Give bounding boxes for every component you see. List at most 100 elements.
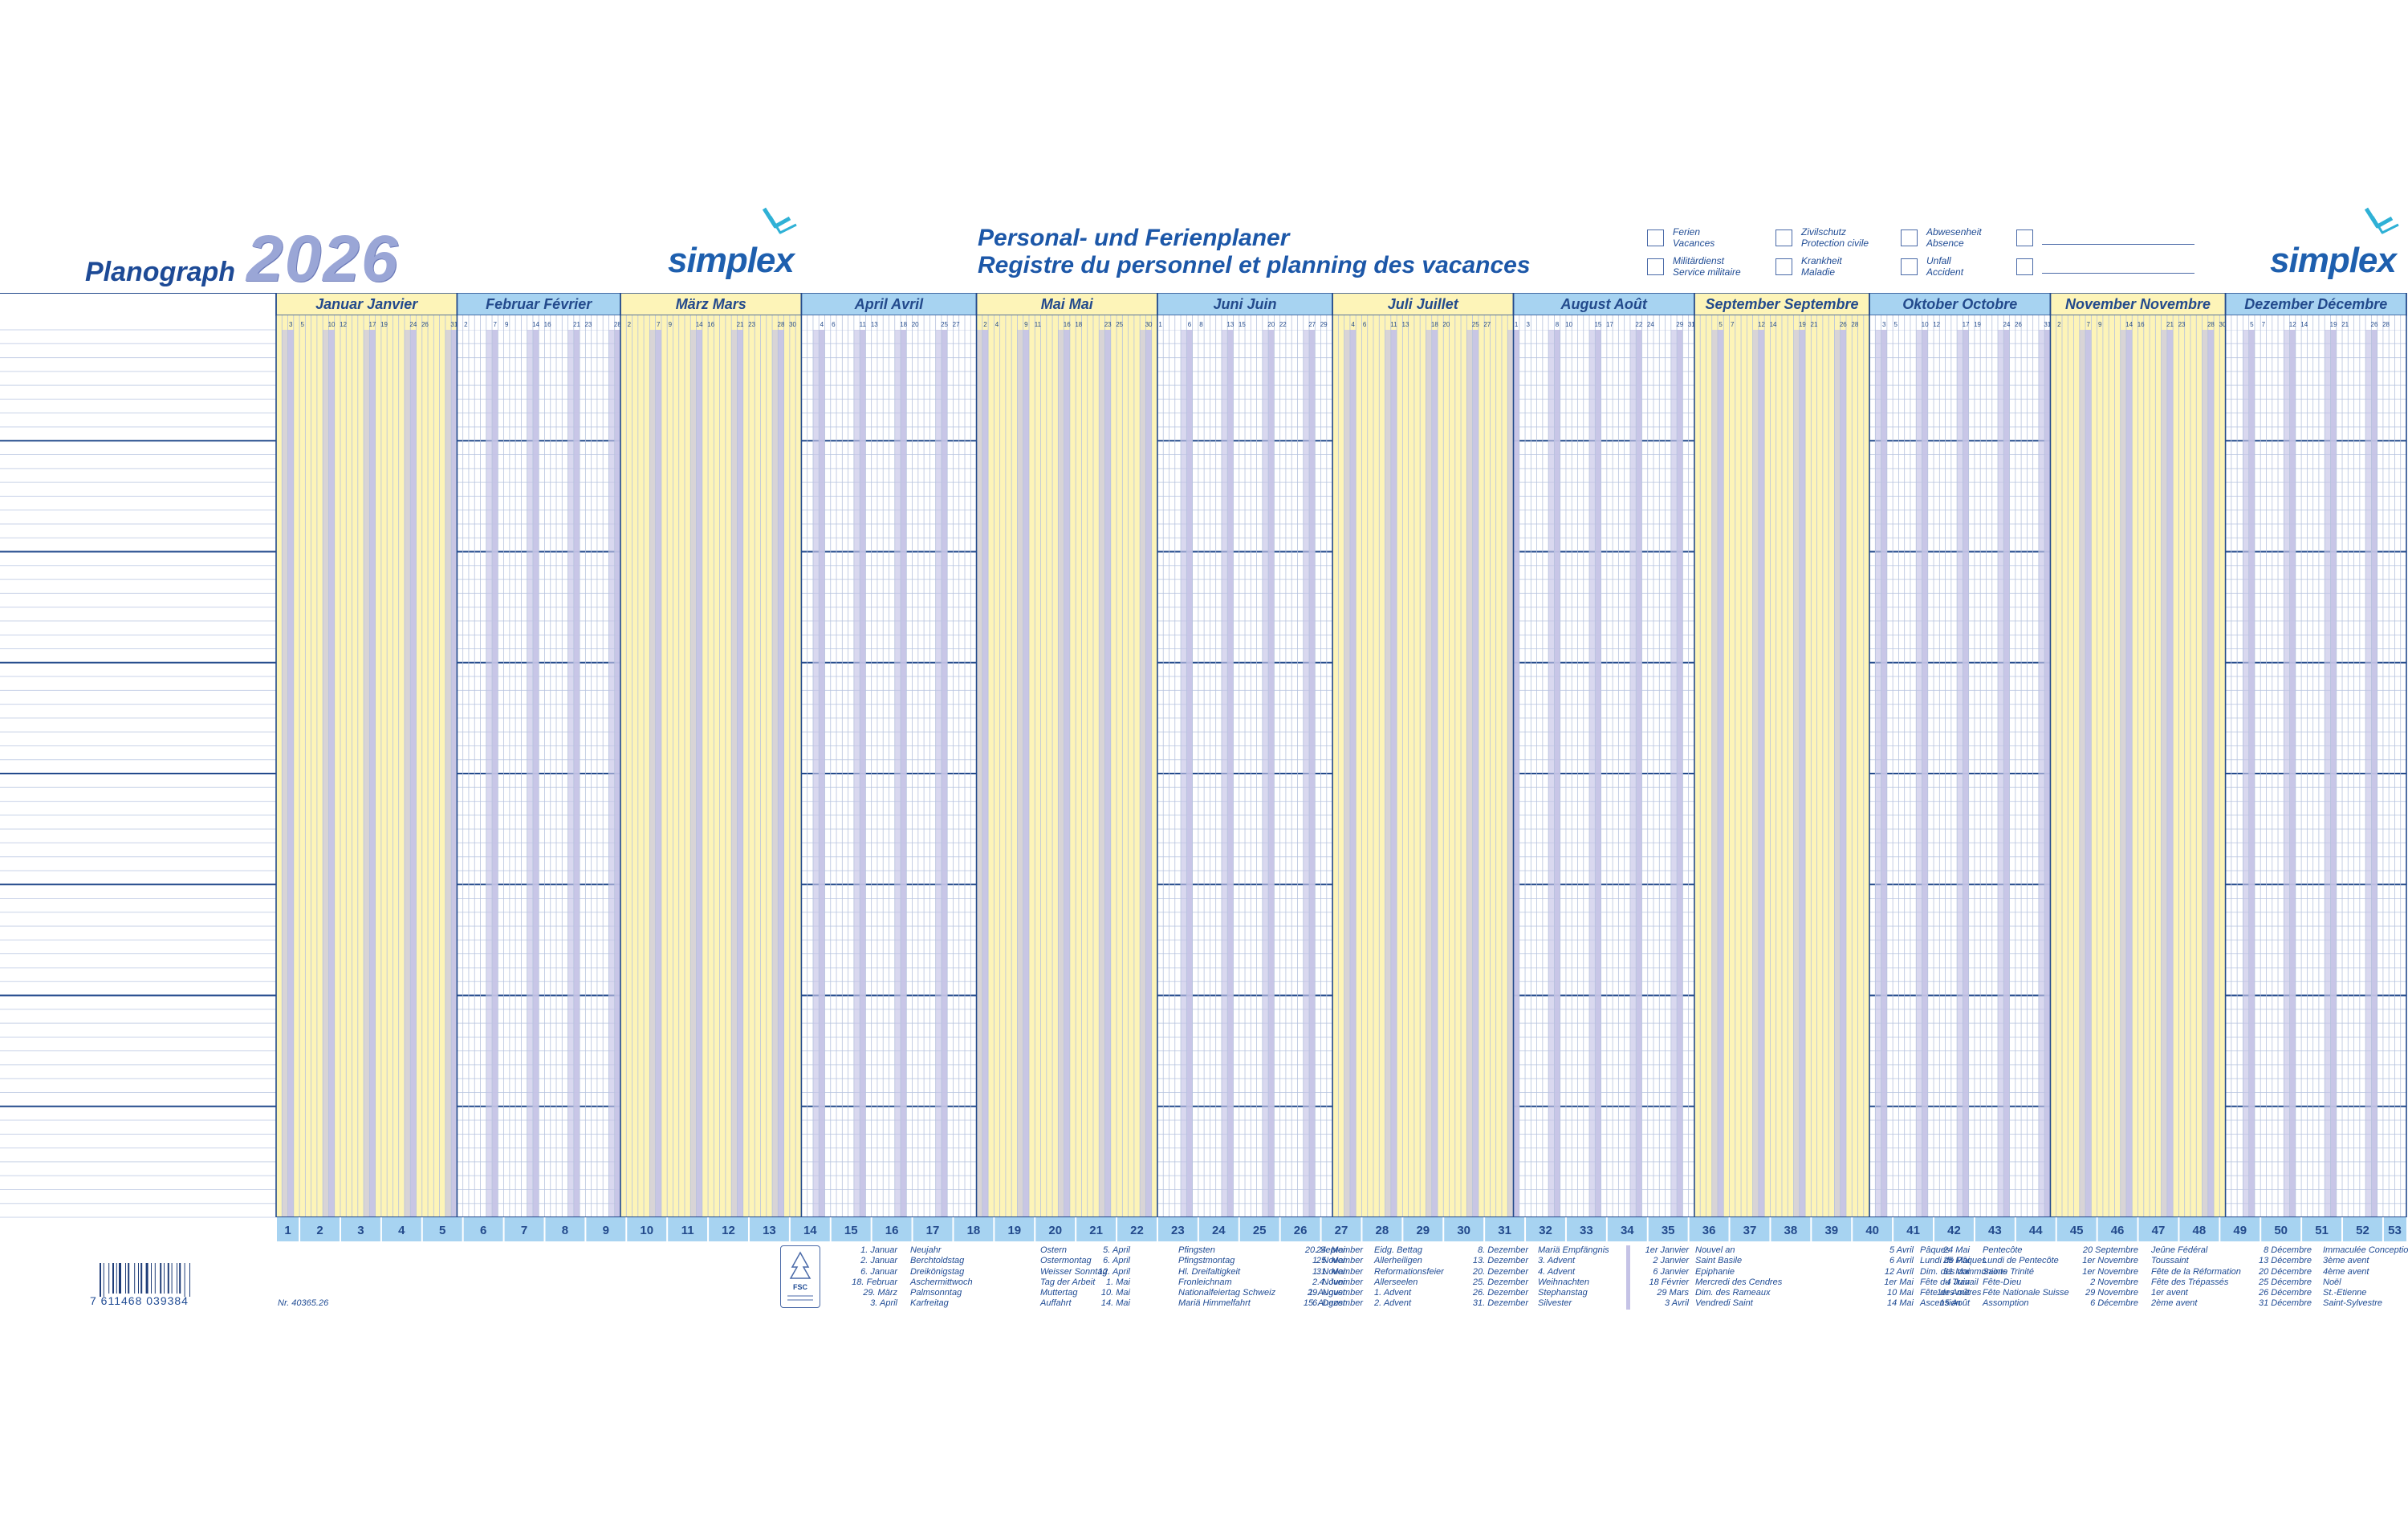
week-number: 47 bbox=[2152, 1224, 2166, 1237]
weekend-column bbox=[527, 330, 533, 1217]
day-number: 31 bbox=[2044, 321, 2051, 328]
legend-checkbox[interactable] bbox=[1901, 229, 1918, 246]
day-number: 1 bbox=[1158, 321, 1162, 328]
day-number: 24 bbox=[2003, 321, 2010, 328]
day-number: 2 bbox=[2057, 321, 2061, 328]
weekend-column bbox=[2289, 330, 2296, 1217]
week-number: 52 bbox=[2356, 1224, 2369, 1237]
week-number: 25 bbox=[1253, 1224, 1267, 1237]
day-number: 23 bbox=[585, 321, 592, 328]
legend-checkbox[interactable] bbox=[1901, 258, 1918, 275]
week-number: 33 bbox=[1580, 1224, 1593, 1237]
week-number: 34 bbox=[1621, 1224, 1634, 1237]
barcode-bar bbox=[179, 1263, 181, 1294]
holiday-dates-fr: 20 Septembre 1er Novembre 1er Novembre 2… bbox=[2082, 1245, 2138, 1309]
day-number: 11 bbox=[1035, 321, 1042, 328]
week-number: 7 bbox=[521, 1224, 527, 1237]
day-number: 29 bbox=[1676, 321, 1683, 328]
barcode-bar bbox=[164, 1263, 165, 1294]
legend-checkbox[interactable] bbox=[1775, 258, 1792, 275]
day-number: 21 bbox=[2166, 321, 2174, 328]
weekend-column bbox=[1309, 330, 1316, 1217]
barcode-bar bbox=[189, 1263, 190, 1297]
weekend-column bbox=[1595, 330, 1601, 1217]
day-number: 20 bbox=[1442, 321, 1450, 328]
day-number: 13 bbox=[1402, 321, 1409, 328]
month-label: Dezember Décembre bbox=[2244, 296, 2387, 312]
day-number: 17 bbox=[369, 321, 376, 328]
weekend-column bbox=[328, 330, 335, 1217]
day-number: 23 bbox=[1104, 321, 1112, 328]
week-number: 40 bbox=[1865, 1224, 1879, 1237]
weekend-column bbox=[1426, 330, 1432, 1217]
day-number: 26 bbox=[421, 321, 429, 328]
weekend-column bbox=[614, 330, 621, 1217]
day-number: 28 bbox=[614, 321, 621, 328]
legend-checkbox[interactable] bbox=[1647, 258, 1664, 275]
month-label: März Mars bbox=[676, 296, 746, 312]
day-number: 9 bbox=[1024, 321, 1028, 328]
day-number: 5 bbox=[1719, 321, 1723, 328]
legend-checkbox[interactable] bbox=[2016, 258, 2033, 275]
day-number: 21 bbox=[2341, 321, 2349, 328]
legend-label-fr: Absence bbox=[1926, 238, 1964, 249]
weekend-column bbox=[2161, 330, 2167, 1217]
weekend-column bbox=[1507, 330, 1514, 1217]
day-number: 7 bbox=[1731, 321, 1735, 328]
day-number: 14 bbox=[2125, 321, 2133, 328]
day-number: 20 bbox=[912, 321, 919, 328]
day-number: 22 bbox=[1279, 321, 1287, 328]
weekend-column bbox=[1677, 330, 1683, 1217]
weekend-column bbox=[1186, 330, 1193, 1217]
legend-checkbox[interactable] bbox=[1775, 229, 1792, 246]
day-number: 10 bbox=[1565, 321, 1572, 328]
day-number: 23 bbox=[2178, 321, 2186, 328]
day-number: 4 bbox=[1351, 321, 1355, 328]
day-number: 24 bbox=[409, 321, 417, 328]
holiday-dates-fr: 8 Décembre 13 Décembre 20 Décembre 25 Dé… bbox=[2258, 1245, 2312, 1309]
holiday-dates-de: 8. Dezember 13. Dezember 20. Dezember 25… bbox=[1472, 1245, 1528, 1309]
week-number: 45 bbox=[2070, 1224, 2084, 1237]
simplex-logo-mark-right bbox=[2361, 205, 2403, 248]
legend-checkbox[interactable] bbox=[2016, 229, 2033, 246]
month-header bbox=[1332, 293, 1515, 316]
weekend-column bbox=[853, 330, 860, 1217]
holiday-names-de: Eidg. Bettag Allerheiligen Reformationsf… bbox=[1374, 1245, 1444, 1309]
week-number: 3 bbox=[357, 1224, 364, 1237]
day-number: 10 bbox=[1922, 321, 1929, 328]
weekend-column bbox=[778, 330, 784, 1217]
week-number: 28 bbox=[1376, 1224, 1389, 1237]
simplex-logo-right: simplex bbox=[2270, 241, 2397, 280]
week-number: 24 bbox=[1212, 1224, 1226, 1237]
week-number: 44 bbox=[2029, 1224, 2043, 1237]
day-number: 24 bbox=[1647, 321, 1654, 328]
day-number: 26 bbox=[2371, 321, 2378, 328]
day-number: 5 bbox=[300, 321, 304, 328]
holiday-names-fr: Pentecôte Lundi de Pentecôte Sainte Trin… bbox=[1983, 1245, 2069, 1309]
day-number: 21 bbox=[1811, 321, 1818, 328]
barcode-bar bbox=[134, 1263, 136, 1294]
article-number: Nr. 40365.26 bbox=[278, 1298, 329, 1308]
day-number: 26 bbox=[1840, 321, 1847, 328]
day-number: 14 bbox=[2300, 321, 2308, 328]
day-number: 8 bbox=[1556, 321, 1560, 328]
simplex-mark-icon bbox=[762, 207, 797, 234]
day-number: 28 bbox=[1851, 321, 1858, 328]
weekend-column bbox=[941, 330, 948, 1217]
month-header bbox=[275, 293, 458, 316]
barcode-bar bbox=[145, 1263, 148, 1294]
weekend-column bbox=[1099, 330, 1105, 1217]
weekend-column bbox=[1589, 330, 1596, 1217]
week-number: 27 bbox=[1335, 1224, 1348, 1237]
day-number: 19 bbox=[1799, 321, 1806, 328]
day-number: 28 bbox=[2207, 321, 2215, 328]
day-number: 2 bbox=[983, 321, 987, 328]
day-number: 28 bbox=[778, 321, 785, 328]
title-fr: Registre du personnel et planning des va… bbox=[978, 252, 1531, 278]
weekend-column bbox=[532, 330, 539, 1217]
holiday-names-de: Neujahr Berchtoldstag Dreikönigstag Asch… bbox=[910, 1245, 973, 1309]
day-number: 6 bbox=[832, 321, 836, 328]
day-number: 18 bbox=[1431, 321, 1438, 328]
legend-checkbox[interactable] bbox=[1647, 229, 1664, 246]
day-number: 5 bbox=[2250, 321, 2254, 328]
